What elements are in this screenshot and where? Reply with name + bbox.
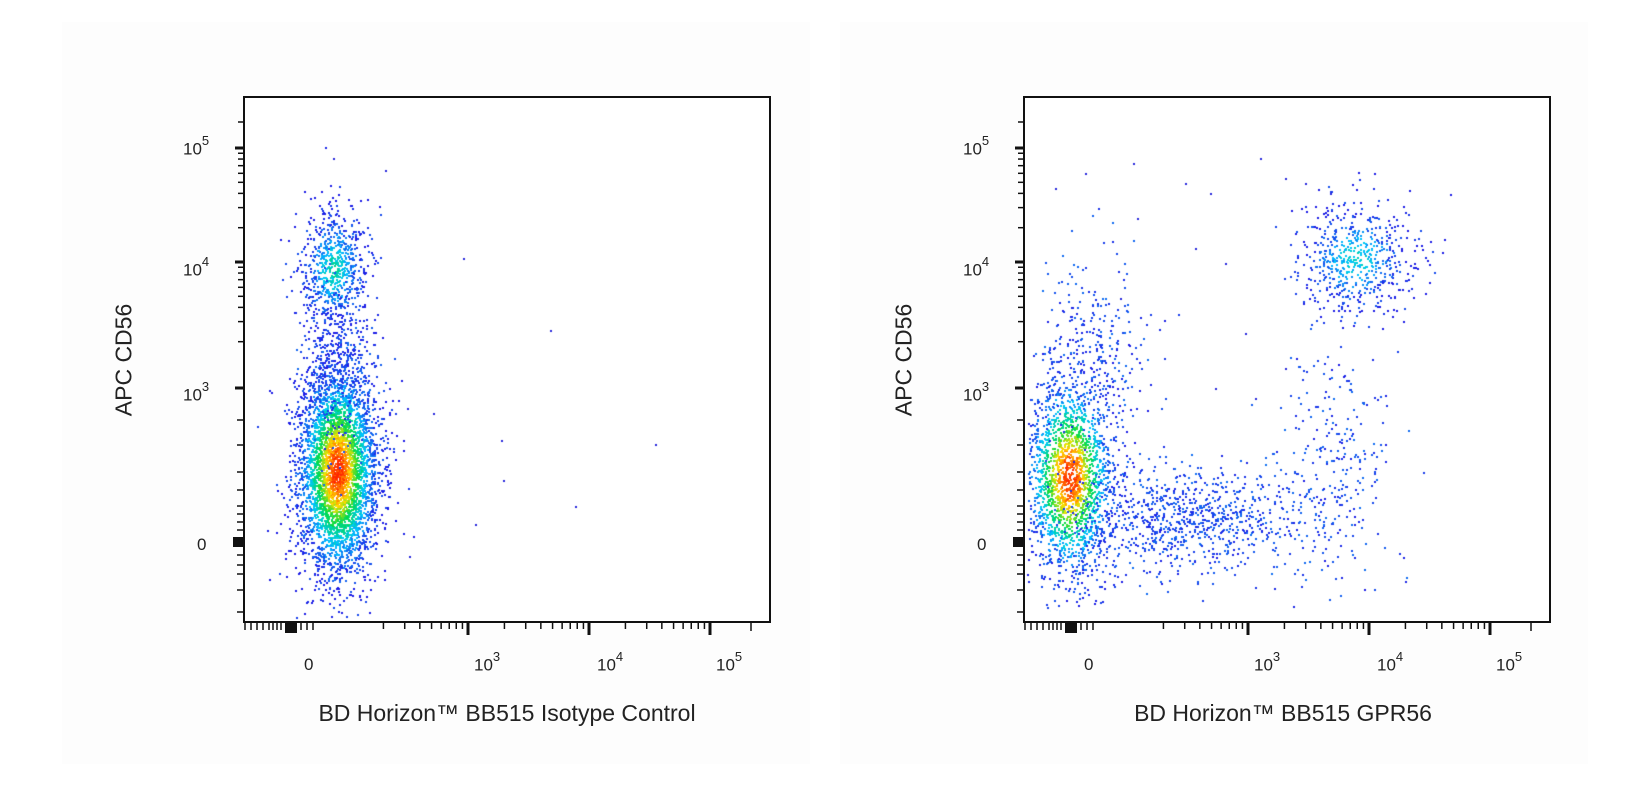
left-plot-events <box>245 98 769 621</box>
left-y-tick-0: 0 <box>197 535 207 554</box>
left-y-tick-1e3: 103 <box>183 379 210 405</box>
left-plot-axis-ticks <box>233 121 752 635</box>
left-x-tick-1e3: 103 <box>474 649 501 675</box>
left-y-axis-title: APC CD56 <box>110 303 137 417</box>
left-y-tick-1e4: 104 <box>183 254 210 280</box>
right-plot-events <box>1025 98 1549 621</box>
right-x-tick-0: 0 <box>1084 655 1094 674</box>
right-plot-axis-ticks <box>1013 121 1532 635</box>
left-x-tick-1e5: 105 <box>716 649 743 675</box>
right-x-axis-title: BD Horizon™ BB515 GPR56 <box>1134 700 1432 726</box>
right-y-tick-1e5: 105 <box>963 133 990 159</box>
left-x-tick-1e4: 104 <box>597 649 624 675</box>
right-y-axis-title: APC CD56 <box>890 303 917 417</box>
left-x-axis-title: BD Horizon™ BB515 Isotype Control <box>318 700 696 726</box>
right-y-tick-1e4: 104 <box>963 254 990 280</box>
right-x-tick-1e5: 105 <box>1496 649 1523 675</box>
left-y-tick-1e5: 105 <box>183 133 210 159</box>
right-x-tick-1e3: 103 <box>1254 649 1281 675</box>
left-x-tick-0: 0 <box>304 655 314 674</box>
right-y-tick-1e3: 103 <box>963 379 990 405</box>
right-y-tick-0: 0 <box>977 535 987 554</box>
right-x-tick-1e4: 104 <box>1377 649 1404 675</box>
